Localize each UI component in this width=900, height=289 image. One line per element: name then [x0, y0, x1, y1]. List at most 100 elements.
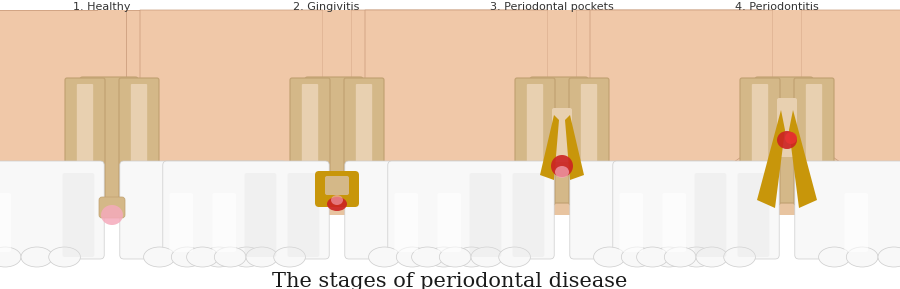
FancyBboxPatch shape: [513, 173, 544, 257]
Ellipse shape: [171, 247, 203, 267]
FancyBboxPatch shape: [245, 173, 276, 257]
Bar: [365, 10, 759, 215]
FancyBboxPatch shape: [163, 161, 329, 259]
Ellipse shape: [411, 247, 444, 267]
Ellipse shape: [636, 247, 669, 267]
Ellipse shape: [49, 247, 80, 267]
FancyBboxPatch shape: [315, 171, 359, 207]
Ellipse shape: [680, 247, 713, 267]
Ellipse shape: [664, 247, 696, 267]
FancyBboxPatch shape: [169, 193, 194, 252]
FancyBboxPatch shape: [552, 108, 572, 162]
Ellipse shape: [21, 247, 53, 267]
FancyBboxPatch shape: [65, 78, 105, 205]
FancyBboxPatch shape: [290, 78, 330, 205]
Polygon shape: [126, 10, 309, 200]
Polygon shape: [565, 115, 584, 180]
FancyBboxPatch shape: [388, 161, 554, 259]
Ellipse shape: [186, 247, 219, 267]
FancyBboxPatch shape: [325, 176, 349, 195]
Polygon shape: [590, 10, 773, 200]
Polygon shape: [365, 10, 548, 200]
FancyBboxPatch shape: [526, 84, 544, 201]
FancyBboxPatch shape: [119, 78, 159, 205]
Ellipse shape: [555, 166, 569, 178]
Ellipse shape: [551, 155, 573, 177]
FancyBboxPatch shape: [120, 161, 286, 259]
Ellipse shape: [785, 132, 797, 144]
FancyBboxPatch shape: [738, 173, 770, 257]
Text: The stages of periodontal disease: The stages of periodontal disease: [273, 272, 627, 289]
FancyBboxPatch shape: [795, 161, 900, 259]
Text: 1. Healthy: 1. Healthy: [73, 2, 130, 12]
FancyBboxPatch shape: [580, 84, 598, 201]
FancyBboxPatch shape: [613, 161, 779, 259]
Polygon shape: [98, 10, 126, 213]
FancyBboxPatch shape: [529, 77, 589, 203]
Polygon shape: [351, 10, 534, 200]
Ellipse shape: [203, 247, 235, 267]
Polygon shape: [576, 10, 759, 200]
FancyBboxPatch shape: [79, 77, 139, 203]
Ellipse shape: [101, 205, 123, 225]
FancyBboxPatch shape: [740, 78, 780, 205]
Ellipse shape: [455, 247, 488, 267]
Polygon shape: [140, 10, 323, 200]
Bar: [590, 10, 900, 215]
Ellipse shape: [246, 247, 278, 267]
Ellipse shape: [396, 247, 428, 267]
FancyBboxPatch shape: [619, 193, 644, 252]
Ellipse shape: [144, 247, 176, 267]
Ellipse shape: [724, 247, 755, 267]
FancyBboxPatch shape: [437, 193, 461, 252]
Polygon shape: [540, 115, 559, 180]
FancyBboxPatch shape: [130, 84, 148, 201]
FancyBboxPatch shape: [76, 84, 94, 201]
FancyBboxPatch shape: [0, 193, 11, 252]
Text: 2. Gingivitis: 2. Gingivitis: [292, 2, 359, 12]
Ellipse shape: [428, 247, 460, 267]
Bar: [140, 10, 534, 215]
FancyBboxPatch shape: [0, 161, 104, 259]
FancyBboxPatch shape: [99, 197, 125, 218]
Polygon shape: [323, 10, 351, 198]
FancyBboxPatch shape: [844, 193, 868, 252]
FancyBboxPatch shape: [302, 84, 319, 201]
Text: 4. Periodontitis: 4. Periodontitis: [734, 2, 819, 12]
Ellipse shape: [621, 247, 653, 267]
Polygon shape: [801, 10, 900, 200]
FancyBboxPatch shape: [752, 84, 769, 201]
FancyBboxPatch shape: [212, 193, 236, 252]
FancyBboxPatch shape: [662, 193, 686, 252]
Ellipse shape: [214, 247, 246, 267]
FancyBboxPatch shape: [345, 161, 511, 259]
FancyBboxPatch shape: [288, 173, 320, 257]
Ellipse shape: [696, 247, 728, 267]
FancyBboxPatch shape: [695, 173, 726, 257]
FancyBboxPatch shape: [569, 78, 609, 205]
Ellipse shape: [327, 197, 347, 211]
Polygon shape: [773, 10, 801, 148]
Ellipse shape: [369, 247, 400, 267]
Ellipse shape: [594, 247, 625, 267]
Ellipse shape: [274, 247, 305, 267]
Ellipse shape: [846, 247, 878, 267]
FancyBboxPatch shape: [63, 173, 94, 257]
FancyBboxPatch shape: [470, 173, 501, 257]
FancyBboxPatch shape: [344, 78, 384, 205]
Ellipse shape: [777, 131, 797, 149]
Polygon shape: [789, 110, 817, 208]
Text: 3. Periodontal pockets: 3. Periodontal pockets: [490, 2, 614, 12]
FancyBboxPatch shape: [570, 161, 736, 259]
Ellipse shape: [819, 247, 850, 267]
FancyBboxPatch shape: [754, 77, 814, 203]
Ellipse shape: [878, 247, 900, 267]
Ellipse shape: [499, 247, 530, 267]
FancyBboxPatch shape: [794, 78, 834, 205]
Ellipse shape: [439, 247, 471, 267]
FancyBboxPatch shape: [515, 78, 555, 205]
FancyBboxPatch shape: [777, 98, 797, 157]
FancyBboxPatch shape: [356, 84, 373, 201]
Ellipse shape: [653, 247, 685, 267]
FancyBboxPatch shape: [806, 84, 823, 201]
